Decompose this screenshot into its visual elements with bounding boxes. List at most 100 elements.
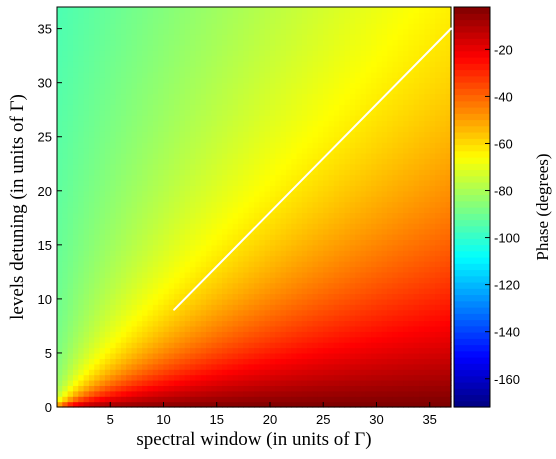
heatmap-cell	[312, 28, 319, 35]
heatmap-cell	[126, 390, 133, 397]
heatmap-cell	[238, 34, 244, 41]
heatmap-cell	[264, 325, 271, 332]
heatmap-cell	[248, 88, 255, 95]
heatmap-cell	[168, 390, 175, 397]
heatmap-cell	[307, 158, 314, 165]
heatmap-cell	[387, 390, 394, 397]
heatmap-cell	[285, 396, 292, 403]
heatmap-cell	[206, 163, 212, 170]
heatmap-cell	[216, 298, 223, 305]
heatmap-cell	[131, 7, 138, 14]
heatmap-cell	[179, 363, 186, 370]
heatmap-cell	[67, 88, 74, 95]
heatmap-cell	[115, 120, 122, 127]
heatmap-cell	[168, 217, 175, 224]
heatmap-cell	[408, 342, 415, 349]
heatmap-cell	[323, 190, 330, 197]
heatmap-cell	[195, 185, 202, 192]
heatmap-cell	[62, 325, 69, 332]
heatmap-cell	[371, 347, 378, 354]
heatmap-cell	[296, 196, 303, 203]
heatmap-cell	[232, 34, 239, 41]
heatmap-cell	[365, 82, 372, 89]
heatmap-cell	[72, 379, 79, 386]
heatmap-cell	[317, 239, 324, 246]
heatmap-cell	[152, 315, 159, 322]
heatmap-cell	[360, 325, 367, 332]
heatmap-cell	[184, 401, 191, 408]
heatmap-cell	[179, 109, 186, 116]
heatmap-cell	[67, 61, 74, 68]
heatmap-cell	[344, 293, 351, 300]
heatmap-cell	[307, 163, 314, 170]
heatmap-cell	[333, 125, 340, 132]
heatmap-cell	[104, 98, 111, 105]
heatmap-cell	[152, 61, 159, 68]
heatmap-cell	[301, 179, 308, 186]
heatmap-cell	[339, 174, 346, 181]
heatmap-cell	[163, 131, 170, 138]
heatmap-cell	[57, 271, 63, 278]
heatmap-cell	[248, 66, 255, 73]
heatmap-cell	[57, 120, 63, 127]
heatmap-cell	[397, 298, 404, 305]
heatmap-cell	[206, 288, 212, 295]
heatmap-cell	[120, 136, 127, 143]
heatmap-cell	[323, 136, 330, 143]
heatmap-cell	[115, 61, 122, 68]
heatmap-cell	[126, 282, 133, 289]
heatmap-cell	[131, 17, 138, 24]
heatmap-cell	[104, 71, 111, 78]
heatmap-cell	[243, 369, 250, 376]
heatmap-cell	[333, 342, 340, 349]
heatmap-cell	[152, 23, 159, 30]
heatmap-cell	[238, 358, 244, 365]
heatmap-cell	[190, 125, 197, 132]
heatmap-cell	[333, 228, 340, 235]
heatmap-cell	[168, 179, 175, 186]
heatmap-cell	[360, 390, 367, 397]
heatmap-cell	[195, 331, 202, 338]
heatmap-cell	[275, 385, 282, 392]
heatmap-cell	[323, 396, 330, 403]
heatmap-cell	[211, 250, 218, 257]
heatmap-cell	[227, 152, 234, 159]
heatmap-cell	[216, 50, 223, 57]
heatmap-cell	[323, 320, 330, 327]
heatmap-cell	[168, 120, 175, 127]
heatmap-cell	[248, 174, 255, 181]
heatmap-cell	[158, 120, 165, 127]
heatmap-cell	[360, 336, 367, 343]
heatmap-cell	[269, 304, 276, 311]
heatmap-cell	[88, 34, 95, 41]
heatmap-cell	[104, 115, 111, 122]
heatmap-cell	[403, 379, 409, 386]
heatmap-cell	[227, 363, 234, 370]
heatmap-cell	[365, 190, 372, 197]
heatmap-cell	[387, 288, 394, 295]
heatmap-cell	[94, 147, 101, 154]
heatmap-cell	[269, 277, 276, 284]
heatmap-cell	[94, 23, 101, 30]
heatmap-cell	[238, 104, 244, 111]
heatmap-cell	[312, 255, 319, 262]
heatmap-cell	[67, 293, 74, 300]
heatmap-cell	[307, 125, 314, 132]
heatmap-cell	[83, 61, 90, 68]
heatmap-cell	[83, 98, 90, 105]
heatmap-cell	[115, 196, 122, 203]
heatmap-cell	[136, 363, 143, 370]
heatmap-cell	[163, 358, 170, 365]
heatmap-cell	[248, 136, 255, 143]
heatmap-cell	[110, 163, 117, 170]
heatmap-cell	[360, 136, 367, 143]
heatmap-cell	[238, 250, 244, 257]
heatmap-cell	[381, 115, 388, 122]
heatmap-cell	[179, 304, 186, 311]
heatmap-cell	[222, 66, 228, 73]
heatmap-cell	[333, 61, 340, 68]
heatmap-cell	[88, 363, 95, 370]
heatmap-cell	[296, 244, 303, 251]
heatmap-cell	[259, 82, 266, 89]
heatmap-cell	[243, 385, 250, 392]
